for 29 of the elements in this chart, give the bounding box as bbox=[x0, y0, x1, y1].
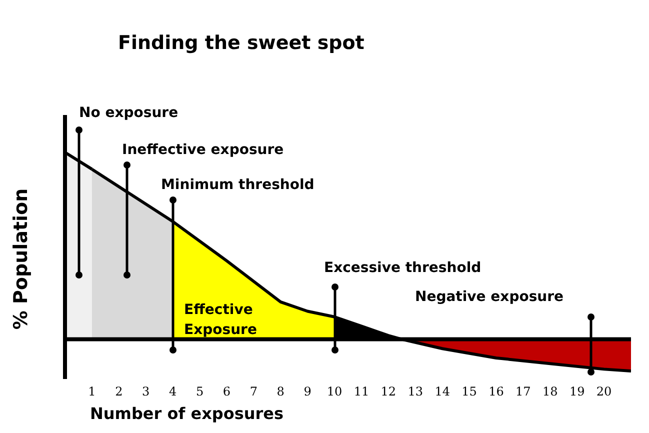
x-tick-label: 11 bbox=[354, 384, 370, 399]
x-axis-title: Number of exposures bbox=[90, 404, 284, 423]
x-tick-label: 10 bbox=[326, 384, 342, 399]
annotation: Ineffective exposure bbox=[122, 141, 284, 160]
annotation: Negative exposure bbox=[415, 288, 564, 307]
chart-title: Finding the sweet spot bbox=[118, 32, 364, 54]
x-tick-label: 5 bbox=[196, 384, 204, 399]
x-tick-label: 3 bbox=[142, 384, 150, 399]
x-tick-label: 18 bbox=[542, 384, 558, 399]
x-tick-label: 15 bbox=[462, 384, 477, 399]
x-tick-label: 2 bbox=[115, 384, 123, 399]
x-tick-label: 14 bbox=[434, 384, 450, 399]
x-tick-label: 17 bbox=[516, 384, 531, 399]
x-tick-label: 9 bbox=[304, 384, 312, 399]
x-tick-label: 1 bbox=[88, 384, 96, 399]
text: No exposure bbox=[79, 104, 178, 123]
x-tick-label: 19 bbox=[569, 384, 585, 399]
annotation: Minimum threshold bbox=[161, 176, 314, 195]
x-tick-label: 20 bbox=[596, 384, 612, 399]
x-tick-label: 16 bbox=[488, 384, 504, 399]
x-tick-label: 7 bbox=[250, 384, 258, 399]
y-axis-title: % Population bbox=[10, 187, 32, 332]
x-tick-label: 8 bbox=[276, 384, 284, 399]
x-tick-label: 6 bbox=[222, 384, 231, 399]
annotation: Excessive threshold bbox=[324, 259, 482, 278]
x-tick-label: 12 bbox=[380, 384, 396, 399]
x-tick-label: 4 bbox=[168, 384, 177, 399]
x-tick-label: 13 bbox=[408, 384, 424, 399]
annotation: Effective Exposure bbox=[184, 301, 258, 340]
